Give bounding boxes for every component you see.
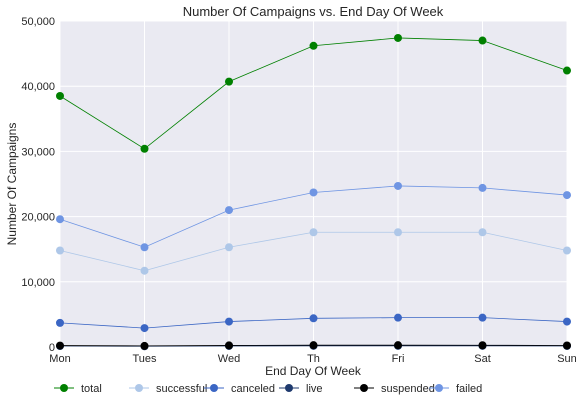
legend-label: live: [306, 383, 323, 395]
data-point-canceled: [394, 313, 402, 322]
legend-marker: [60, 384, 68, 392]
legend-label: failed: [456, 383, 482, 395]
x-tick-label: Fri: [392, 353, 405, 365]
x-axis-label: End Day Of Week: [265, 364, 362, 378]
series-group: [56, 33, 571, 351]
data-point-failed: [140, 243, 149, 252]
y-tick-label: 20,000: [21, 212, 55, 224]
legend-label: suspended: [381, 383, 435, 395]
data-point-canceled: [563, 317, 571, 326]
legend: total successful canceled live suspended fail…: [54, 383, 482, 395]
data-point-canceled: [56, 318, 64, 327]
x-tick-labels: Mon Tues Wed Th Fri Sat Sun: [49, 353, 576, 365]
x-tick-label: Tues: [132, 353, 157, 365]
x-tick-label: Mon: [49, 353, 70, 365]
legend-item-canceled: canceled: [204, 383, 275, 395]
data-point-successful: [309, 228, 318, 237]
data-point-failed: [56, 215, 64, 224]
data-point-total: [563, 66, 571, 75]
data-point-successful: [140, 266, 149, 275]
data-point-suspended: [478, 341, 487, 350]
data-point-total: [394, 33, 402, 42]
x-tick-label: Sat: [474, 353, 491, 365]
legend-item-total: total: [54, 383, 102, 395]
data-point-suspended: [140, 341, 149, 350]
y-tick-label: 10,000: [21, 277, 55, 289]
data-point-successful: [56, 246, 64, 255]
data-point-failed: [563, 191, 571, 200]
y-tick-label: 50,000: [21, 16, 55, 28]
legend-marker: [285, 384, 293, 392]
data-point-total: [56, 91, 64, 100]
y-axis-label: Number Of Campaigns: [5, 123, 19, 246]
legend-label: canceled: [231, 383, 275, 395]
legend-item-live: live: [279, 383, 323, 395]
data-point-suspended: [394, 341, 402, 350]
legend-item-failed: failed: [429, 383, 482, 395]
data-point-canceled: [225, 317, 233, 326]
y-tick-label: 0: [49, 342, 55, 354]
data-point-failed: [478, 183, 487, 192]
y-tick-label: 30,000: [21, 146, 55, 158]
data-point-successful: [478, 228, 487, 237]
legend-marker: [135, 384, 143, 392]
data-point-suspended: [563, 341, 571, 350]
legend-label: successful: [156, 383, 207, 395]
data-point-suspended: [56, 341, 64, 350]
data-point-canceled: [478, 313, 487, 322]
data-point-total: [478, 36, 487, 45]
data-point-successful: [563, 246, 571, 255]
data-point-failed: [309, 188, 318, 197]
data-point-failed: [394, 181, 402, 190]
legend-item-successful: successful: [129, 383, 207, 395]
data-point-canceled: [140, 324, 149, 333]
data-point-successful: [394, 228, 402, 237]
legend-item-suspended: suspended: [354, 383, 435, 395]
legend-marker: [360, 384, 368, 392]
x-tick-label: Wed: [218, 353, 240, 365]
data-point-total: [140, 144, 149, 153]
data-point-total: [225, 77, 233, 86]
data-point-canceled: [309, 314, 318, 323]
data-point-suspended: [225, 341, 233, 350]
x-tick-label: Sun: [557, 353, 576, 365]
data-point-total: [309, 41, 318, 50]
data-point-suspended: [309, 341, 318, 350]
legend-label: total: [81, 383, 102, 395]
data-point-successful: [225, 243, 233, 252]
y-tick-labels: 0 10,000 20,000 30,000 40,000 50,000: [21, 16, 55, 354]
x-tick-label: Th: [307, 353, 320, 365]
legend-marker: [210, 384, 218, 392]
chart-title: Number Of Campaigns vs. End Day Of Week: [183, 4, 444, 19]
y-tick-label: 40,000: [21, 81, 55, 93]
legend-marker: [435, 384, 443, 392]
data-point-failed: [225, 206, 233, 215]
